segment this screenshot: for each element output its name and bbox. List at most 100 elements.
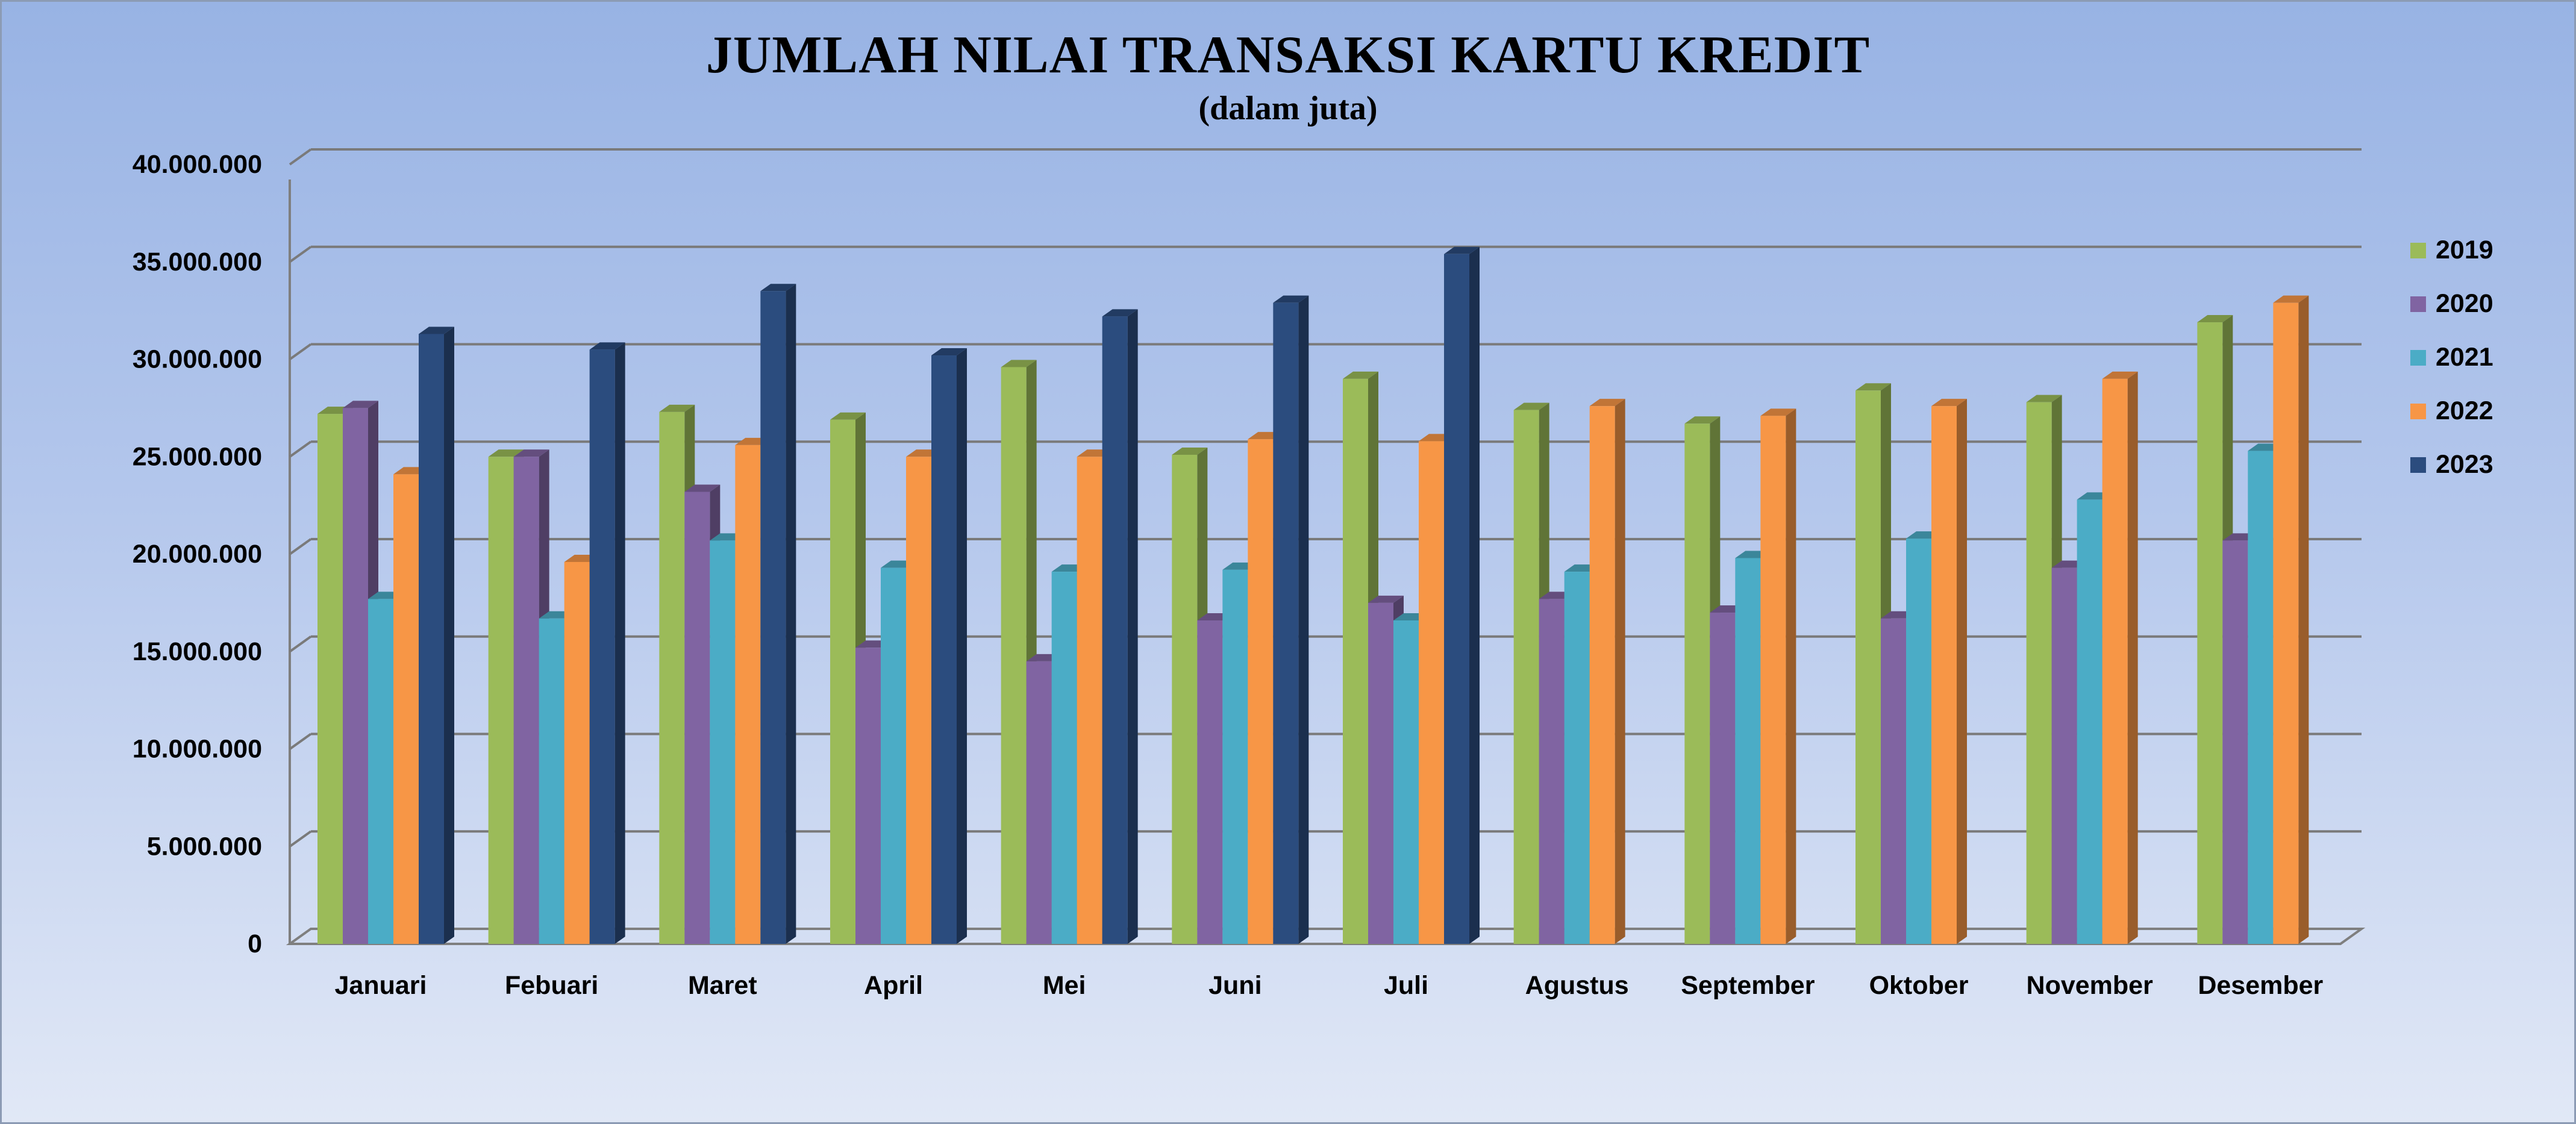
bar-front xyxy=(539,618,564,944)
bar-side xyxy=(444,326,454,944)
bar-top xyxy=(1273,295,1309,303)
bar-front xyxy=(1589,406,1615,944)
bar-front xyxy=(1684,423,1710,944)
legend-swatch xyxy=(2410,349,2426,366)
legend: 2019 2020 2021 2022 2023 xyxy=(2410,223,2493,492)
bar xyxy=(1444,246,1480,944)
legend-label: 2023 xyxy=(2436,450,2493,479)
bar-side xyxy=(786,284,796,944)
bar-top xyxy=(760,284,796,292)
bar-front xyxy=(2197,322,2223,944)
bar-front xyxy=(659,411,685,944)
bar-front xyxy=(393,474,419,944)
legend-label: 2019 xyxy=(2436,236,2493,264)
legend-item: 2023 xyxy=(2410,438,2493,492)
legend-swatch xyxy=(2410,242,2426,258)
bar-front xyxy=(513,457,539,944)
bar-side xyxy=(957,348,967,944)
y-tick-label: 10.000.000 xyxy=(133,735,262,764)
bar-front xyxy=(2026,402,2052,944)
bar-side xyxy=(2298,295,2309,944)
x-axis-ticks: Januari Febuari Maret April Mei Juni Juli Agust… xyxy=(335,971,2324,1000)
bar xyxy=(2026,395,2062,944)
bar-front xyxy=(1343,378,1368,944)
chart-title: JUMLAH NILAI TRANSAKSI KARTU KREDIT xyxy=(705,26,1871,84)
bar xyxy=(1102,309,1138,944)
bar-front xyxy=(1539,599,1565,944)
bar-front xyxy=(1906,539,1931,944)
bar xyxy=(2273,295,2309,944)
legend-swatch xyxy=(2410,403,2426,419)
bar-top xyxy=(1589,399,1625,407)
bar-top xyxy=(684,484,721,492)
bar-top xyxy=(589,342,625,350)
bar-top xyxy=(1172,448,1208,455)
bar-top xyxy=(1368,595,1404,603)
gridline-depth xyxy=(289,148,312,166)
bar-top xyxy=(1001,360,1037,367)
y-tick-label: 5.000.000 xyxy=(147,832,262,861)
bar-front xyxy=(1419,441,1444,944)
bar-front xyxy=(760,291,786,944)
bar-front xyxy=(1026,661,1052,944)
bar-front xyxy=(1855,390,1881,944)
bar-top xyxy=(830,412,866,420)
bar-front xyxy=(2051,567,2077,944)
bar-front xyxy=(419,334,444,944)
bar xyxy=(1931,399,1967,944)
bars xyxy=(317,246,2309,944)
y-tick-label: 20.000.000 xyxy=(133,540,262,569)
bar-side xyxy=(1786,408,1796,944)
legend-label: 2021 xyxy=(2436,343,2493,372)
bar-front xyxy=(1077,457,1102,944)
bar xyxy=(1589,399,1625,944)
gridline-depth xyxy=(289,440,312,458)
bar-front xyxy=(931,355,957,944)
x-tick-label: September xyxy=(1681,971,1815,1000)
bar-front xyxy=(830,419,855,944)
bar-side xyxy=(1957,399,1967,944)
bar-side xyxy=(2127,371,2138,944)
legend-item: 2020 xyxy=(2410,277,2493,331)
legend-label: 2022 xyxy=(2436,396,2493,425)
x-tick-label: April xyxy=(864,971,923,1000)
bar-front xyxy=(1102,316,1128,944)
bar-front xyxy=(1368,602,1393,944)
bar-front xyxy=(589,349,615,944)
gridline-depth xyxy=(289,635,312,653)
y-tick-label: 15.000.000 xyxy=(133,637,262,666)
y-tick-label: 30.000.000 xyxy=(133,345,262,374)
bar-front xyxy=(564,561,590,944)
y-tick-label: 40.000.000 xyxy=(133,150,262,179)
bar-top xyxy=(488,449,524,457)
x-tick-label: November xyxy=(2027,971,2154,1000)
bar-top xyxy=(419,326,454,334)
bar-top xyxy=(931,348,967,356)
floor-outline xyxy=(286,928,2366,945)
bar-front xyxy=(1051,572,1077,944)
bar xyxy=(2102,371,2138,944)
bar xyxy=(760,284,796,944)
legend-swatch xyxy=(2410,296,2426,312)
y-tick-label: 25.000.000 xyxy=(133,442,262,471)
gridline-depth xyxy=(289,246,312,263)
x-tick-label: Oktober xyxy=(1869,971,1969,1000)
x-tick-label: Febuari xyxy=(505,971,598,1000)
bar-top xyxy=(2026,395,2062,402)
bar-front xyxy=(343,408,368,944)
x-tick-label: Maret xyxy=(688,971,757,1000)
bar-front xyxy=(2273,302,2299,944)
bar-front xyxy=(881,567,906,944)
x-tick-label: Juli xyxy=(1384,971,1428,1000)
bar-front xyxy=(1931,406,1957,944)
bar-front xyxy=(2102,378,2128,944)
bar-front xyxy=(1710,613,1736,944)
bar-front xyxy=(368,599,393,944)
y-axis-ticks: 0 5.000.000 10.000.000 15.000.000 20.000.000… xyxy=(133,150,262,958)
bar-top xyxy=(659,404,695,412)
grid-lines xyxy=(289,148,2362,848)
bar-front xyxy=(684,492,710,944)
legend-label: 2020 xyxy=(2436,289,2493,318)
